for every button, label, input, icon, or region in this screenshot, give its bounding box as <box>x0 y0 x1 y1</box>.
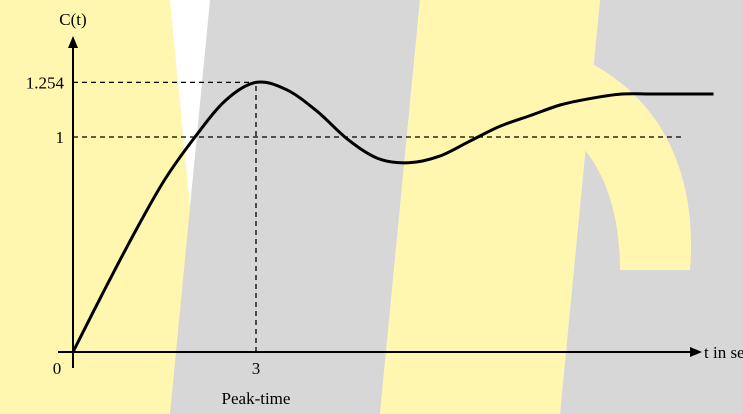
y-axis-label: C(t) <box>59 10 86 29</box>
x-axis-label: t in seconds <box>704 343 743 362</box>
peak-time-annotation: Peak-time <box>222 389 291 408</box>
response-curve <box>71 80 714 353</box>
origin-label: 0 <box>53 359 62 378</box>
y-tick-label-0: 1 <box>56 128 65 147</box>
plot-area: C(t) t in seconds 0 1 1.254 3 Peak-time <box>26 10 743 408</box>
x-tick-label-0: 3 <box>252 359 261 378</box>
y-tick-label-1: 1.254 <box>26 73 65 92</box>
